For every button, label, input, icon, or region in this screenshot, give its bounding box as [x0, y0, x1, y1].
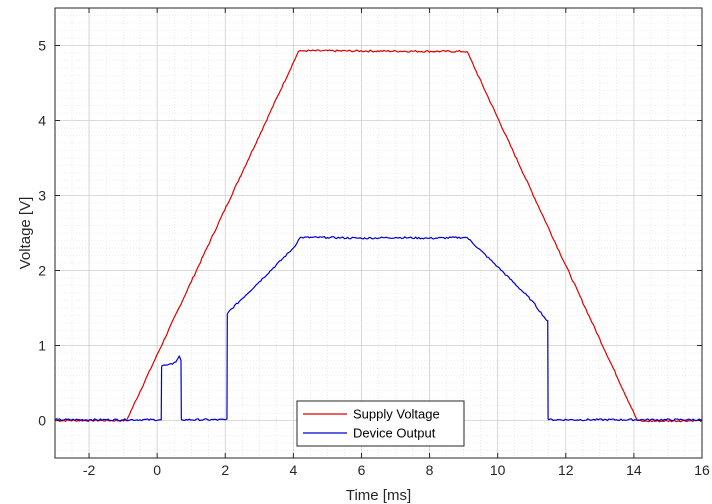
x-tick-label: 16: [694, 462, 710, 478]
y-tick-label: 4: [38, 113, 46, 129]
series-lines: [54, 49, 703, 423]
legend: Supply Voltage Device Output: [296, 400, 465, 447]
x-tick-label: 6: [358, 462, 366, 478]
x-tick-label: 2: [221, 462, 229, 478]
y-tick-label: 0: [38, 413, 46, 429]
x-tick-label: 4: [289, 462, 297, 478]
x-tick-label: 12: [558, 462, 574, 478]
y-tick-label: 2: [38, 263, 46, 279]
legend-box: [296, 400, 465, 447]
axes: [54, 7, 703, 459]
legend-entry-supply-voltage: Supply Voltage: [353, 407, 440, 422]
y-tick-label: 5: [38, 38, 46, 54]
x-axis-label: Time [ms]: [346, 487, 411, 504]
legend-entry-device-output: Device Output: [353, 426, 436, 441]
series-line-supply-voltage: [54, 49, 703, 423]
x-tick-label: 0: [153, 462, 161, 478]
axes-box: [54, 7, 703, 459]
y-tick-label: 1: [38, 338, 46, 354]
y-tick-label: 3: [38, 188, 46, 204]
grid: [54, 7, 703, 459]
x-tick-label: 14: [626, 462, 642, 478]
x-tick-label: 8: [426, 462, 434, 478]
y-axis-label: Voltage [V]: [17, 197, 34, 270]
x-tick-label: 10: [490, 462, 506, 478]
x-tick-label: -2: [83, 462, 96, 478]
series-line-device-output: [54, 236, 703, 422]
